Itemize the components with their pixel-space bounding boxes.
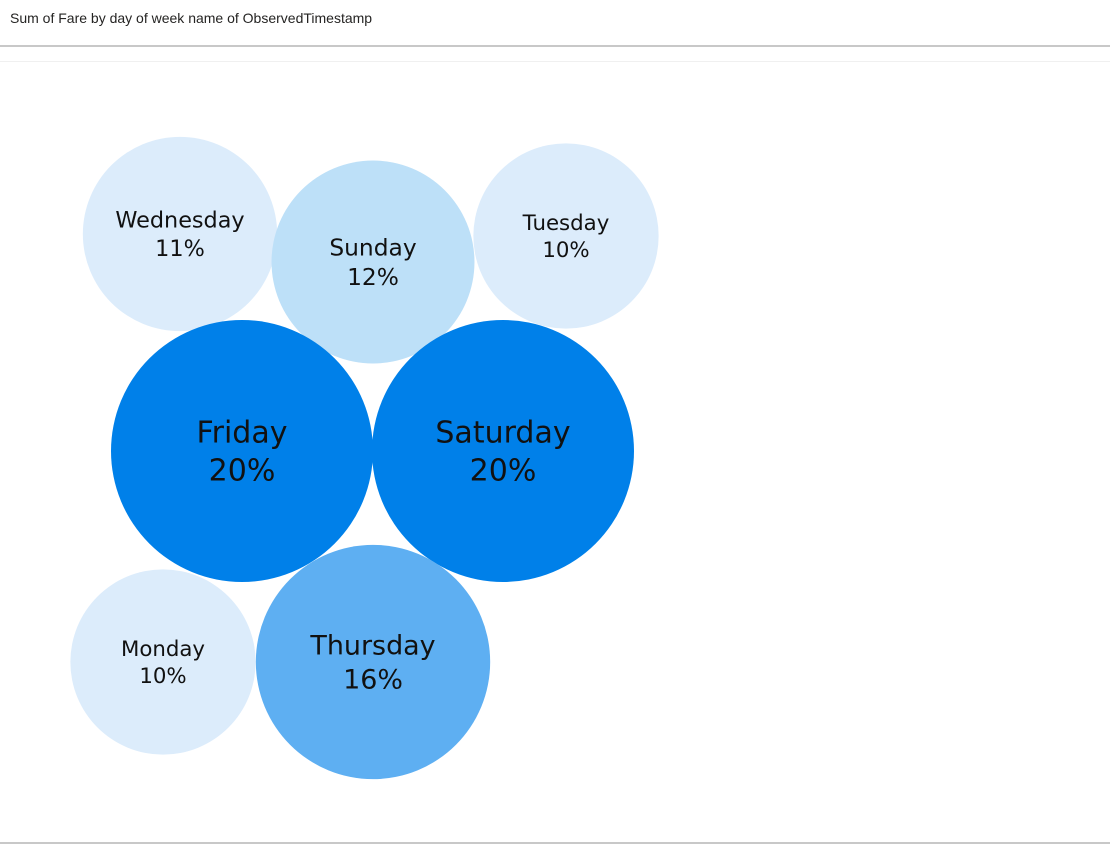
- bubble-category-label: Sunday: [329, 233, 416, 261]
- bubble-category-label: Thursday: [309, 630, 435, 661]
- bubble-saturday[interactable]: Saturday 20%: [372, 320, 634, 582]
- bubble-friday[interactable]: Friday 20%: [111, 320, 373, 582]
- bubble-value-label: 12%: [347, 263, 399, 291]
- bubble-circle[interactable]: [271, 160, 475, 364]
- header-divider-light: [0, 61, 1110, 62]
- bubble-value-label: 16%: [343, 665, 403, 696]
- bubble-category-label: Saturday: [435, 415, 570, 450]
- bubble-circle[interactable]: [82, 136, 278, 332]
- bubble-circle[interactable]: [70, 569, 256, 755]
- chart-title: Sum of Fare by day of week name of Obser…: [10, 10, 373, 26]
- bubble-value-label: 20%: [209, 454, 276, 489]
- bubble-value-label: 11%: [155, 236, 205, 262]
- bubble-value-label: 20%: [470, 454, 537, 489]
- bubble-category-label: Wednesday: [115, 208, 244, 234]
- bubble-circle[interactable]: [255, 544, 491, 780]
- bubble-circle[interactable]: [473, 143, 659, 329]
- bubble-circle[interactable]: [372, 320, 634, 582]
- bubble-value-label: 10%: [139, 664, 186, 689]
- bubble-value-label: 10%: [542, 238, 589, 263]
- bubble-thursday[interactable]: Thursday 16%: [255, 544, 491, 780]
- footer-divider: [0, 842, 1110, 844]
- bubble-circle[interactable]: [111, 320, 373, 582]
- header-divider: [0, 45, 1110, 47]
- bubble-category-label: Monday: [121, 637, 205, 662]
- bubble-category-label: Tuesday: [522, 211, 610, 236]
- bubble-category-label: Friday: [197, 415, 288, 450]
